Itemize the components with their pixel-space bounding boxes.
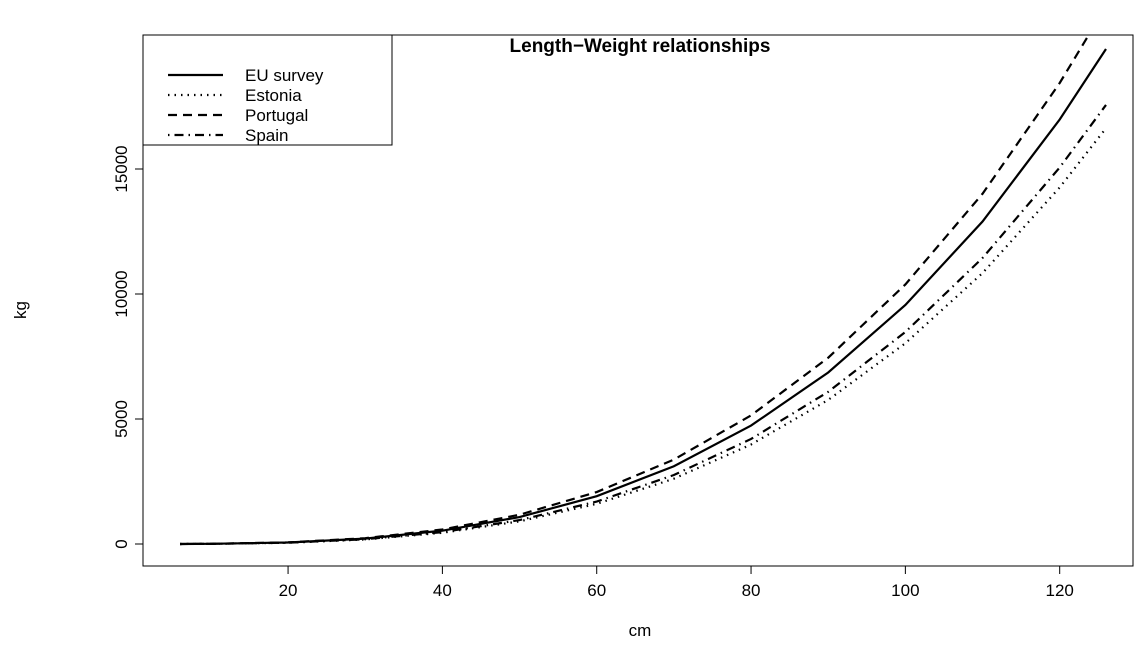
legend-label: EU survey <box>245 66 324 85</box>
x-tick-label: 20 <box>279 581 298 600</box>
legend-label: Estonia <box>245 86 302 105</box>
plot-frame <box>142 34 1134 567</box>
y-tick-label: 15000 <box>112 145 131 192</box>
legend-label: Portugal <box>245 106 308 125</box>
legend-label: Spain <box>245 126 288 145</box>
y-tick-label: 10000 <box>112 270 131 317</box>
x-tick-label: 60 <box>587 581 606 600</box>
y-tick-label: 0 <box>112 539 131 548</box>
series-line <box>180 104 1107 546</box>
y-axis-label: kg <box>11 301 30 319</box>
x-tick-label: 100 <box>891 581 919 600</box>
series-line <box>180 35 1091 546</box>
y-tick-label: 5000 <box>112 400 131 438</box>
x-axis-label: cm <box>629 621 652 640</box>
chart-title: Length−Weight relationships <box>510 36 771 57</box>
legend-box <box>142 34 393 146</box>
plot-area <box>180 35 1107 546</box>
x-tick-label: 80 <box>742 581 761 600</box>
x-tick-label: 120 <box>1046 581 1074 600</box>
x-tick-label: 40 <box>433 581 452 600</box>
